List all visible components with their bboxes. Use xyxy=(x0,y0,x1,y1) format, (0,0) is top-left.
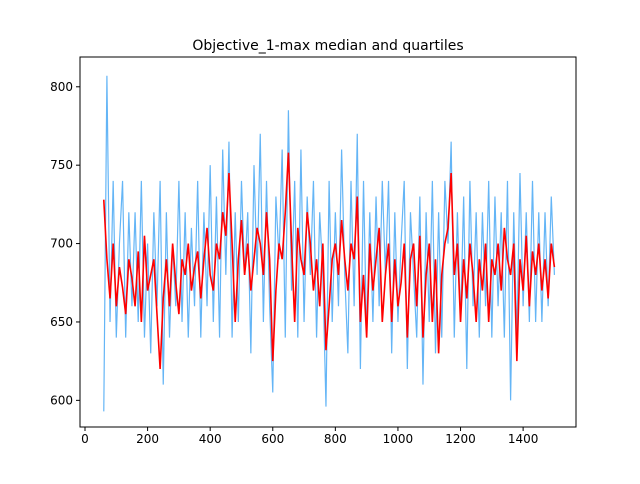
y-tick-label: 650 xyxy=(50,315,73,329)
axes-frame xyxy=(79,56,577,428)
x-tick-label: 0 xyxy=(81,432,89,446)
x-tick-label: 1400 xyxy=(508,432,539,446)
series-line xyxy=(103,75,556,412)
x-tick-label: 400 xyxy=(199,432,222,446)
y-tick-label: 750 xyxy=(50,158,73,172)
x-tick-label: 600 xyxy=(261,432,284,446)
chart-title: Objective_1-max median and quartiles xyxy=(192,38,463,54)
x-tick-label: 800 xyxy=(324,432,347,446)
y-tick-label: 600 xyxy=(50,393,73,407)
y-tick-label: 800 xyxy=(50,80,73,94)
series-line xyxy=(102,152,556,370)
y-tick-label: 700 xyxy=(50,237,73,251)
x-tick-label: 1200 xyxy=(445,432,476,446)
x-tick-label: 1000 xyxy=(383,432,414,446)
x-tick-label: 200 xyxy=(136,432,159,446)
